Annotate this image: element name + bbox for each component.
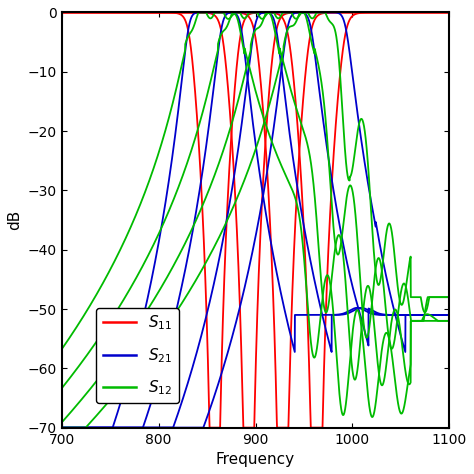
Legend: $S_{11}$, $S_{21}$, $S_{12}$: $S_{11}$, $S_{21}$, $S_{12}$ <box>96 308 179 403</box>
Y-axis label: dB: dB <box>7 210 22 230</box>
X-axis label: Frequency: Frequency <box>216 452 295 467</box>
